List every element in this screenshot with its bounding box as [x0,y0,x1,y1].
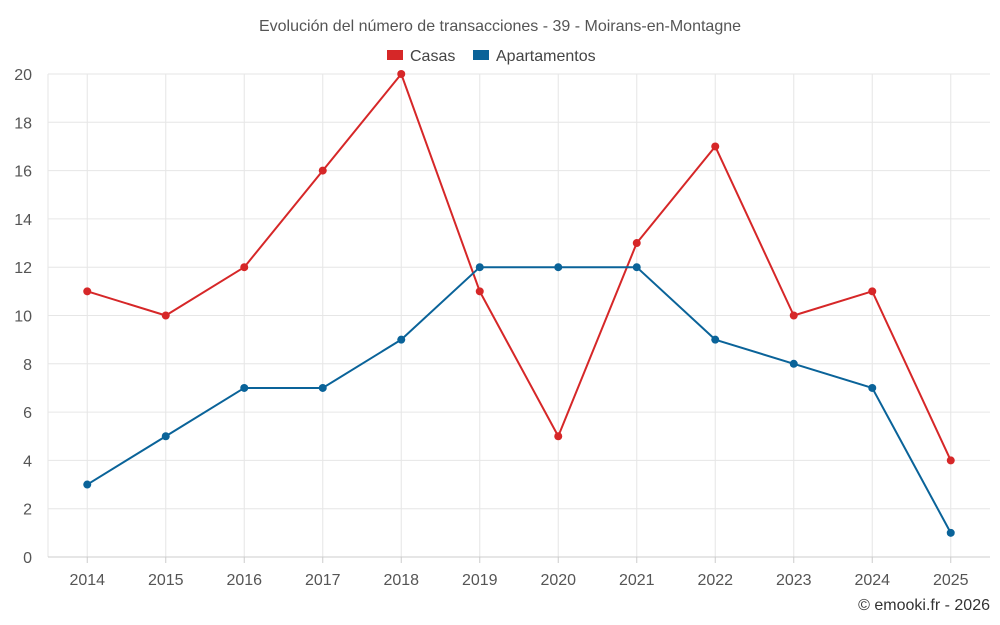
y-tick-label: 0 [23,550,32,567]
x-tick-label: 2015 [148,572,184,589]
x-tick-label: 2020 [540,572,576,589]
y-tick-label: 16 [14,164,32,181]
legend-item-casas[interactable]: Casas [387,48,455,65]
legend-label-apartamentos: Apartamentos [496,48,596,65]
data-point-casas[interactable] [946,456,955,465]
legend-label-casas: Casas [410,48,455,65]
data-point-casas[interactable] [868,287,877,296]
x-tick-label: 2019 [462,572,498,589]
credit-text: © emooki.fr - 2026 [858,597,990,614]
data-point-apartamentos[interactable] [711,335,720,344]
legend-swatch-casas [387,50,403,60]
chart-title: Evolución del número de transacciones - … [259,18,741,35]
data-point-casas[interactable] [711,142,720,151]
data-point-casas[interactable] [318,166,327,175]
x-tick-label: 2017 [305,572,341,589]
data-point-apartamentos[interactable] [161,432,170,441]
x-tick-label: 2018 [383,572,419,589]
y-tick-label: 8 [23,357,32,374]
grid [47,73,990,557]
y-tick-label: 6 [23,405,32,422]
legend-item-apartamentos[interactable]: Apartamentos [473,48,596,65]
y-tick-label: 10 [14,309,32,326]
x-tick-label: 2016 [226,572,262,589]
data-point-apartamentos[interactable] [240,383,249,392]
data-point-apartamentos[interactable] [632,263,641,272]
data-point-apartamentos[interactable] [868,383,877,392]
data-point-apartamentos[interactable] [554,263,563,272]
data-point-casas[interactable] [397,70,406,78]
series [83,70,955,537]
y-tick-label: 12 [14,260,32,277]
data-point-apartamentos[interactable] [318,383,327,392]
y-tick-label: 2 [23,502,32,519]
x-tick-label: 2014 [69,572,105,589]
y-tick-label: 4 [23,453,32,470]
legend: Casas Apartamentos [387,48,596,65]
y-tick-label: 18 [14,115,32,132]
data-point-casas[interactable] [83,287,92,296]
series-line-casas [86,73,952,461]
data-point-apartamentos[interactable] [83,480,92,489]
data-point-apartamentos[interactable] [397,335,406,344]
x-tick-label: 2025 [933,572,969,589]
legend-swatch-apartamentos [473,50,489,60]
y-tick-label: 14 [14,212,32,229]
data-point-casas[interactable] [240,263,249,272]
data-point-casas[interactable] [161,311,170,320]
data-point-apartamentos[interactable] [946,528,955,537]
x-tick-label: 2024 [854,572,890,589]
data-point-casas[interactable] [554,432,563,441]
data-point-casas[interactable] [789,311,798,320]
data-point-apartamentos[interactable] [789,359,798,368]
axes: 0 2 4 6 8 10 12 14 16 18 20 2014 2015 2016 2017 2018 201… [14,67,990,589]
data-point-casas[interactable] [632,239,641,248]
y-tick-label: 20 [14,67,32,84]
x-tick-label: 2021 [619,572,655,589]
x-tick-label: 2022 [697,572,733,589]
data-point-apartamentos[interactable] [475,263,484,272]
data-point-casas[interactable] [475,287,484,296]
series-line-apartamentos [86,266,952,534]
x-tick-label: 2023 [776,572,812,589]
